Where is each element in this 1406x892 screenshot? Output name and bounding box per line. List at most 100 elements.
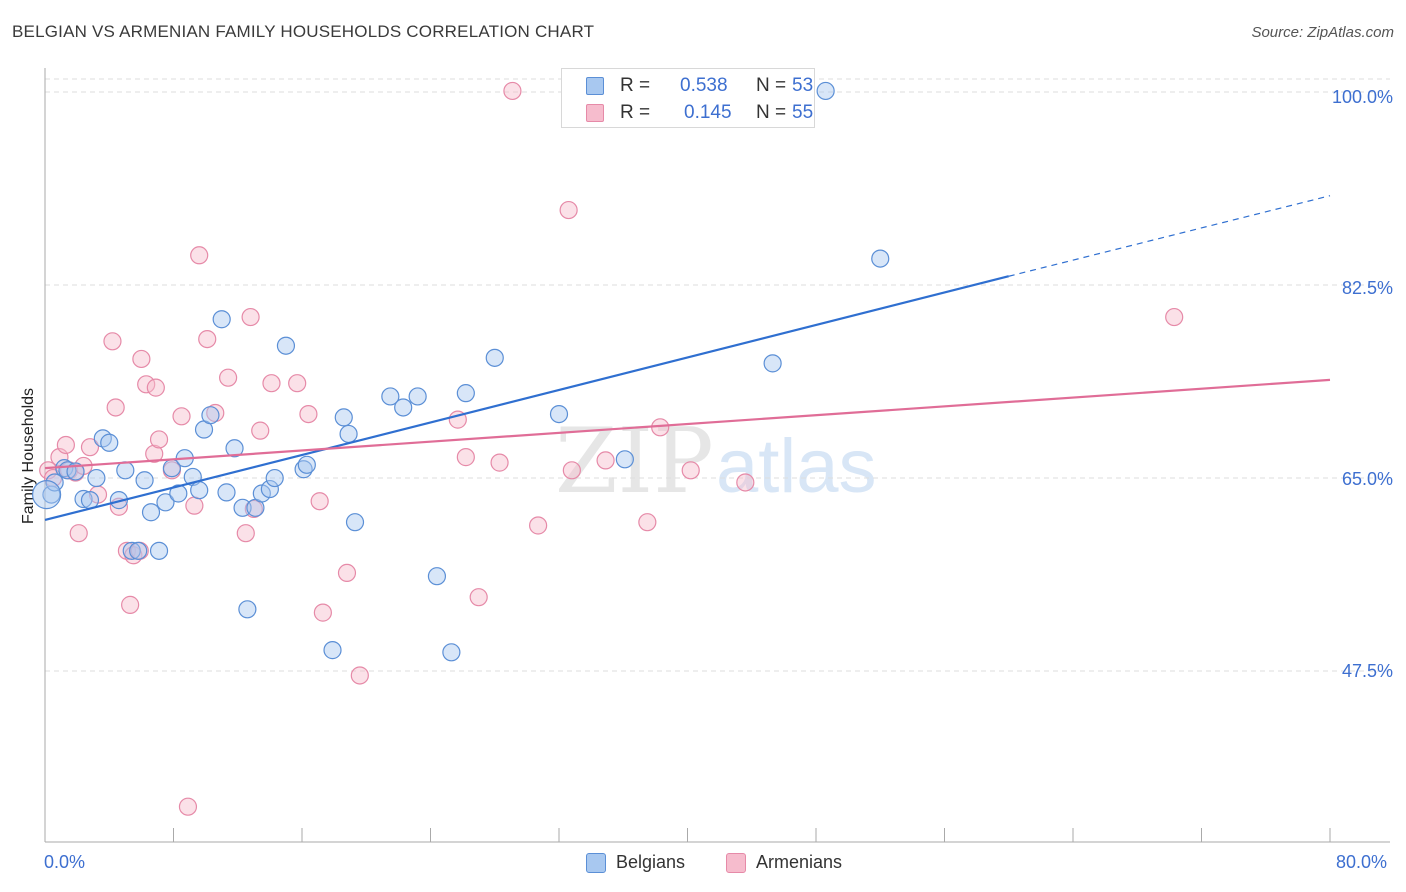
belgians-point-51 <box>816 81 835 101</box>
armenians-point-50 <box>638 513 657 532</box>
belgians-point-38 <box>334 408 353 427</box>
belgians-point-32 <box>260 479 279 499</box>
belgians-point-42 <box>394 398 413 417</box>
belgians-point-16 <box>149 541 169 560</box>
armenians-point-10 <box>103 332 122 351</box>
armenians-point-53 <box>736 473 755 492</box>
belgians-point-43 <box>408 387 427 406</box>
armenians-point-43 <box>469 588 488 607</box>
belgians-point-14 <box>135 471 154 490</box>
armenians-point-26 <box>190 246 209 265</box>
belgians-point-13 <box>129 541 148 560</box>
chart-title: BELGIAN VS ARMENIAN FAMILY HOUSEHOLDS CO… <box>12 22 595 41</box>
belgians-point-17 <box>156 493 175 512</box>
armenians-point-46 <box>529 516 548 535</box>
belgians-point-28 <box>233 498 252 517</box>
legend-bottom-belgians-label: Belgians <box>616 852 686 872</box>
x-tick-max: 80.0% <box>1336 852 1388 872</box>
armenians-swatch <box>586 104 604 122</box>
belgians-point-46 <box>456 384 475 403</box>
source-credit: Source: ZipAtlas.com <box>1251 24 1394 41</box>
armenians-point-42 <box>456 448 475 467</box>
armenians-point-17 <box>132 349 151 369</box>
belgians-point-47 <box>485 348 504 367</box>
legend-bottom-armenians: Armenians <box>726 852 842 873</box>
belgians-point-5 <box>74 489 93 509</box>
y-tick-47-5: 47.5% <box>1341 661 1393 681</box>
legend-bottom-armenians-swatch <box>726 852 746 873</box>
armenians-point-38 <box>313 603 332 622</box>
x-tick-min: 0.0% <box>44 852 86 872</box>
armenians-point-35 <box>288 374 307 393</box>
y-tick-82-5: 82.5% <box>1341 278 1393 298</box>
belgians-point-25 <box>212 310 231 329</box>
armenians-n-value: 55 <box>792 102 814 123</box>
belgians-point-27 <box>225 439 244 458</box>
belgians-r-label: R = <box>620 75 651 96</box>
belgians-point-52 <box>871 249 890 268</box>
y-tick-100: 100.0% <box>1331 87 1393 107</box>
belgians-n-label: N = <box>756 75 787 96</box>
belgians-point-48 <box>549 404 569 424</box>
armenians-point-36 <box>299 404 318 424</box>
belgians-point-15 <box>141 503 161 522</box>
armenians-point-30 <box>236 524 255 543</box>
belgians-cluster-point <box>32 480 62 510</box>
armenians-point-29 <box>219 368 238 387</box>
armenians-point-6 <box>69 524 88 543</box>
armenians-point-3 <box>56 435 75 455</box>
armenians-point-20 <box>146 378 165 397</box>
belgians-point-37 <box>323 641 342 660</box>
belgians-r-value: 0.538 <box>680 75 728 96</box>
belgians-point-22 <box>190 481 209 500</box>
belgians-point-11 <box>116 461 135 480</box>
belgians-swatch <box>586 77 604 95</box>
belgians-point-29 <box>238 600 257 619</box>
armenians-point-44 <box>490 453 509 472</box>
grid-lines <box>45 78 1390 672</box>
armenians-point-40 <box>350 666 369 685</box>
y-tick-65: 65.0% <box>1341 469 1393 489</box>
belgians-point-44 <box>427 567 447 586</box>
armenians-point-45 <box>503 81 522 101</box>
armenians-point-47 <box>559 200 578 220</box>
armenians-r-label: R = <box>620 102 651 123</box>
armenians-point-19 <box>145 444 164 463</box>
axes <box>44 68 1390 843</box>
armenians-point-37 <box>310 492 329 511</box>
armenians-point-48 <box>562 461 581 480</box>
armenians-point-21 <box>149 430 169 449</box>
belgians-point-34 <box>276 336 296 355</box>
legend-bottom-belgians: Belgians <box>586 852 685 873</box>
armenians-point-25 <box>185 496 204 515</box>
armenians-point-24 <box>178 797 198 816</box>
legend-bottom-armenians-label: Armenians <box>756 852 843 872</box>
belgians-point-33 <box>265 468 284 488</box>
armenians-point-39 <box>337 563 357 583</box>
watermark-atlas: atlas <box>716 424 877 509</box>
trend-lines <box>44 195 1331 522</box>
belgians-point-9 <box>100 433 119 452</box>
belgians-point-41 <box>381 387 400 406</box>
belgians-point-24 <box>201 406 220 425</box>
belgians-point-36 <box>297 455 316 474</box>
watermark-zip: ZIP <box>555 409 714 514</box>
belgians-n-value: 53 <box>792 75 814 96</box>
watermark: ZIP atlas <box>555 409 877 514</box>
belgians-point-40 <box>345 513 365 532</box>
belgians-point-26 <box>217 483 236 502</box>
belgians-point-45 <box>442 643 461 662</box>
armenians-point-52 <box>681 461 700 480</box>
belgians-trend-line <box>44 275 1010 522</box>
armenians-point-18 <box>137 375 156 394</box>
armenians-point-8 <box>80 438 100 457</box>
armenians-r-value: 0.145 <box>684 102 732 123</box>
legend-bottom-belgians-swatch <box>586 852 606 873</box>
series-armenians <box>39 81 1184 816</box>
armenians-trend-line <box>44 378 1331 470</box>
belgians-point-19 <box>169 484 188 503</box>
belgians-point-12 <box>122 541 141 560</box>
series-belgians <box>32 81 890 662</box>
armenians-point-33 <box>251 421 270 440</box>
